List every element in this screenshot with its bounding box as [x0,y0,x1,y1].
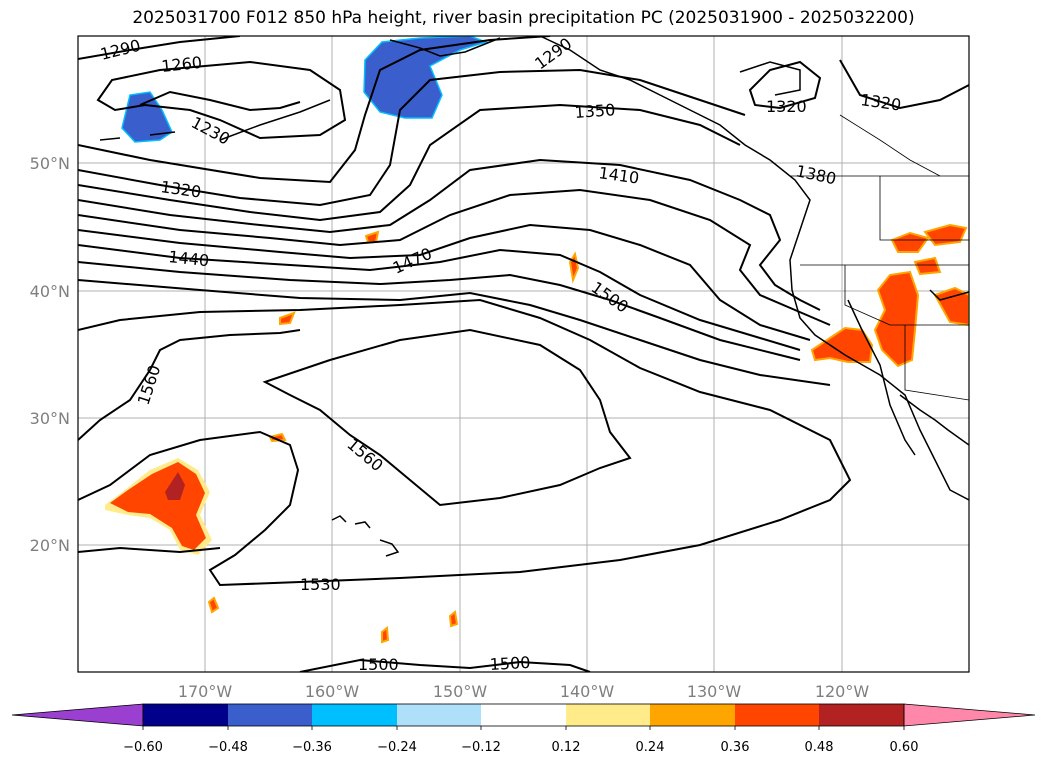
colorbar-tick-label: −0.24 [377,740,417,755]
lon-label: 150°W [433,682,488,701]
contour-label: 1260 [160,53,202,76]
map-frame [77,35,970,673]
coastlines [99,36,969,557]
contour-label: 1530 [300,575,341,594]
lat-label: 50°N [30,154,70,173]
colorbar-segment [312,704,397,726]
colorbar-segment [735,704,819,726]
positive-precip-areas [105,223,969,644]
borders [790,114,969,401]
colorbar [11,703,1036,730]
colorbar-outline [142,703,905,727]
colorbar-segment [397,704,481,726]
lon-label: 120°W [815,682,870,701]
lon-label: 160°W [305,682,360,701]
colorbar-segment [228,704,312,726]
colorbar-segment [143,704,228,726]
contour-label: 1500 [489,653,531,674]
contour-label: 1500 [358,655,399,674]
colorbar-extend-max [903,703,1036,727]
colorbar-tick-label: 0.12 [552,740,581,755]
colorbar-labels: −0.60 −0.48 −0.36 −0.24 −0.12 0.12 0.24 … [123,740,918,755]
colorbar-segment [566,704,650,726]
colorbar-segment [819,704,904,726]
contour-label: 1320 [766,97,807,116]
lon-label: 130°W [687,682,742,701]
colorbar-tick-label: −0.12 [461,740,501,755]
colorbar-segment [481,704,566,726]
map-title: 2025031700 F012 850 hPa height, river ba… [132,8,915,28]
colorbar-tick-label: 0.36 [721,740,750,755]
lat-label: 20°N [30,536,70,555]
negative-precip-areas [121,36,489,143]
colorbar-segment [650,704,735,726]
lon-label: 170°W [178,682,233,701]
colorbar-tick-label: −0.36 [292,740,332,755]
colorbar-extend-min [11,703,144,727]
lat-axis-labels: 50°N 40°N 30°N 20°N [30,154,70,555]
lat-label: 30°N [30,409,70,428]
height-contours [78,36,969,672]
lon-label: 140°W [560,682,615,701]
lon-axis-labels: 170°W 160°W 150°W 140°W 130°W 120°W [178,682,870,701]
colorbar-tick-label: −0.60 [123,740,163,755]
contour-label: 1350 [574,100,616,122]
contour-label: 1440 [168,247,210,270]
colorbar-tick-label: −0.48 [208,740,248,755]
colorbar-tick-label: 0.60 [890,740,919,755]
lat-label: 40°N [30,282,70,301]
colorbar-tick-label: 0.48 [805,740,834,755]
colorbar-tick-label: 0.24 [636,740,665,755]
